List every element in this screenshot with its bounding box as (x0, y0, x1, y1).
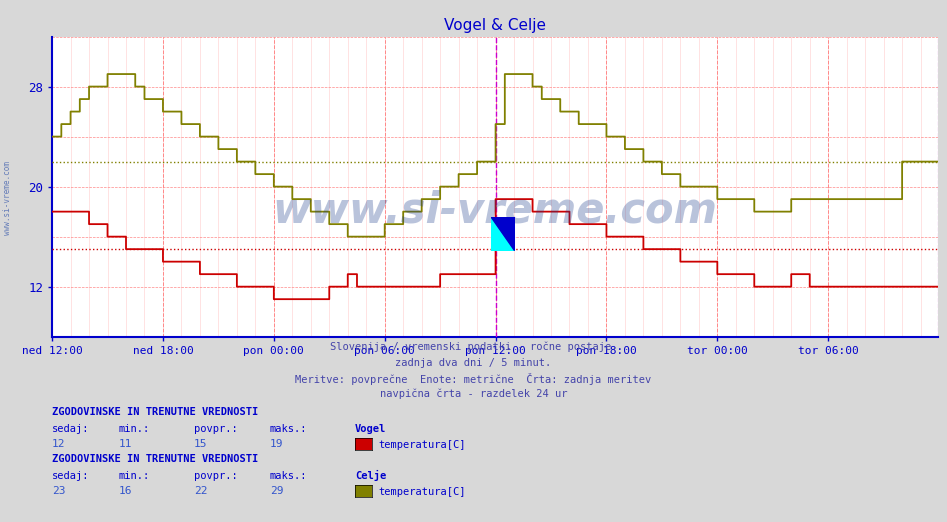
Text: temperatura[C]: temperatura[C] (379, 487, 466, 497)
Text: Vogel: Vogel (355, 424, 386, 434)
Text: Slovenija / vremenski podatki - ročne postaje.: Slovenija / vremenski podatki - ročne po… (330, 342, 617, 352)
Text: www.si-vreme.com: www.si-vreme.com (3, 161, 12, 235)
Text: 29: 29 (270, 487, 283, 496)
Text: maks.:: maks.: (270, 424, 308, 434)
Text: 19: 19 (270, 440, 283, 449)
Text: maks.:: maks.: (270, 471, 308, 481)
Text: www.si-vreme.com: www.si-vreme.com (273, 189, 717, 232)
Text: povpr.:: povpr.: (194, 424, 238, 434)
Text: 15: 15 (194, 440, 207, 449)
Text: 12: 12 (52, 440, 65, 449)
Text: zadnja dva dni / 5 minut.: zadnja dva dni / 5 minut. (396, 358, 551, 367)
Polygon shape (491, 217, 514, 251)
Text: temperatura[C]: temperatura[C] (379, 440, 466, 450)
Text: sedaj:: sedaj: (52, 471, 90, 481)
Text: navpična črta - razdelek 24 ur: navpična črta - razdelek 24 ur (380, 389, 567, 399)
Text: min.:: min.: (118, 424, 150, 434)
Polygon shape (491, 217, 514, 251)
Text: min.:: min.: (118, 471, 150, 481)
Text: 22: 22 (194, 487, 207, 496)
Text: povpr.:: povpr.: (194, 471, 238, 481)
Text: ZGODOVINSKE IN TRENUTNE VREDNOSTI: ZGODOVINSKE IN TRENUTNE VREDNOSTI (52, 454, 259, 464)
Text: 23: 23 (52, 487, 65, 496)
Title: Vogel & Celje: Vogel & Celje (444, 18, 545, 32)
Text: sedaj:: sedaj: (52, 424, 90, 434)
Text: 11: 11 (118, 440, 132, 449)
Text: Meritve: povprečne  Enote: metrične  Črta: zadnja meritev: Meritve: povprečne Enote: metrične Črta:… (295, 373, 652, 385)
Text: ZGODOVINSKE IN TRENUTNE VREDNOSTI: ZGODOVINSKE IN TRENUTNE VREDNOSTI (52, 407, 259, 417)
Text: Celje: Celje (355, 470, 386, 481)
Polygon shape (491, 217, 514, 251)
Text: 16: 16 (118, 487, 132, 496)
